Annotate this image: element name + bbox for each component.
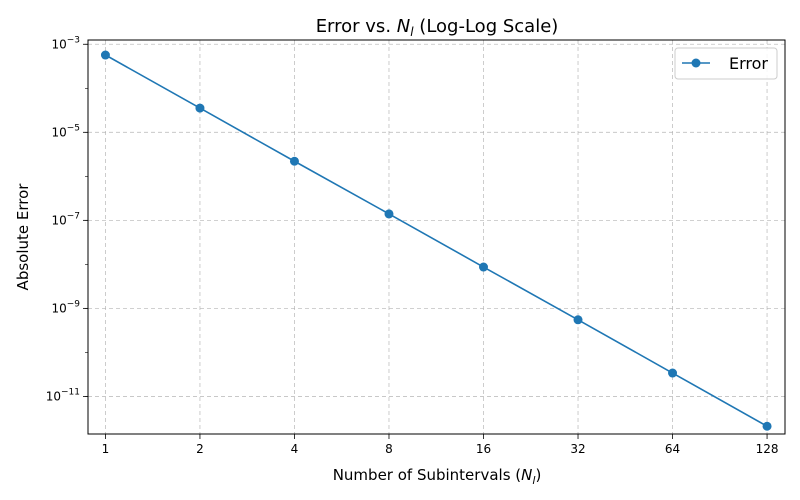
data-point bbox=[289, 156, 299, 166]
data-point bbox=[668, 368, 678, 378]
data-point bbox=[479, 262, 489, 272]
legend-box bbox=[674, 47, 778, 80]
x-tick-label: 8 bbox=[385, 442, 393, 456]
series-layer bbox=[100, 50, 772, 431]
y-tick-label: 10−7 bbox=[51, 211, 80, 227]
chart-title: Error vs. Nl (Log-Log Scale) bbox=[316, 16, 559, 39]
x-tick-label: 128 bbox=[756, 442, 779, 456]
series-line bbox=[105, 54, 768, 427]
data-point bbox=[195, 103, 205, 113]
legend-label: Error bbox=[729, 54, 768, 73]
x-axis-title: Number of Subintervals (Nl) bbox=[333, 466, 542, 487]
x-tick-label: 4 bbox=[291, 442, 299, 456]
y-tick-label: 10−9 bbox=[51, 299, 80, 315]
x-tick-label: 64 bbox=[665, 442, 680, 456]
data-point bbox=[762, 421, 772, 431]
plot-frame bbox=[87, 39, 786, 435]
data-point bbox=[384, 209, 394, 219]
axes: 1 2 4 8 16 32 64 128 10−3 10−5 10−7 10−9 10−11 bbox=[46, 35, 786, 456]
y-tick-label: 10−5 bbox=[51, 123, 80, 139]
y-axis-title: Absolute Error bbox=[14, 183, 32, 291]
y-tick-label: 10−11 bbox=[46, 387, 80, 403]
data-point bbox=[573, 315, 583, 325]
x-tick-label: 32 bbox=[570, 442, 585, 456]
data-point bbox=[100, 50, 110, 60]
y-tick-label: 10−3 bbox=[51, 35, 80, 51]
x-tick-label: 16 bbox=[476, 442, 491, 456]
x-tick-label: 2 bbox=[196, 442, 204, 456]
x-tick-label: 1 bbox=[102, 442, 110, 456]
legend-marker bbox=[691, 58, 701, 68]
legend: Error bbox=[674, 47, 778, 80]
